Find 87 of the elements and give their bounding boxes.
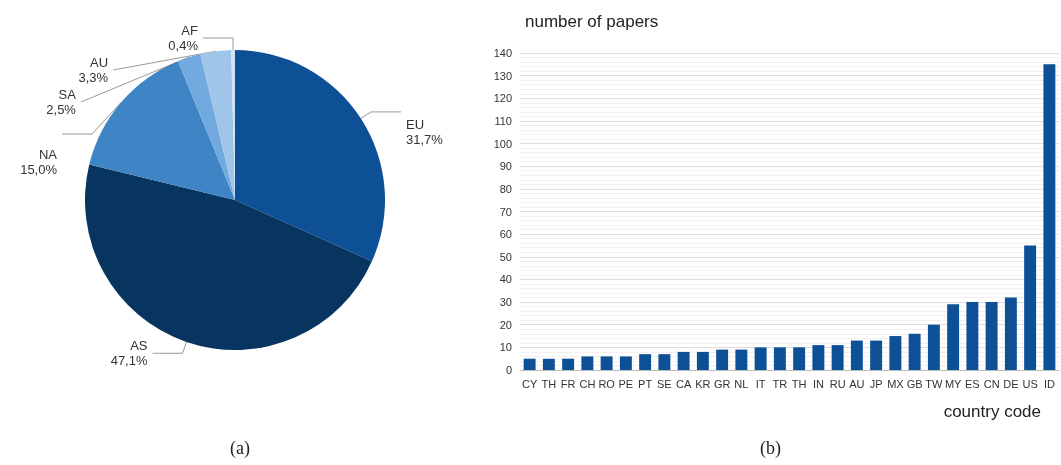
text: (a): [230, 438, 250, 459]
bar: [889, 336, 902, 370]
y-axis-title: number of papers: [525, 12, 659, 31]
bar: [619, 356, 632, 370]
x-tick-label: TW: [925, 377, 944, 390]
bar: [581, 356, 594, 370]
x-tick-label: FR: [560, 377, 576, 390]
slice-label: EU: [405, 117, 425, 133]
data-label: 31,7%: [405, 132, 444, 148]
bar: [870, 340, 883, 370]
x-tick-label: GB: [906, 377, 923, 390]
bar: [850, 340, 863, 370]
data-label: 15,0%: [20, 162, 58, 178]
y-tick-label: 10: [499, 341, 512, 354]
bar: [773, 347, 786, 370]
x-tick-label: MY: [944, 377, 963, 390]
x-tick-label: JP: [869, 377, 883, 390]
y-tick-label: 130: [493, 69, 512, 82]
x-tick-label: KR: [695, 377, 711, 390]
x-tick-label: CH: [579, 377, 596, 390]
x-tick-label: TH: [541, 377, 557, 390]
x-tick-label: DE: [1003, 377, 1019, 390]
y-tick-label: 40: [499, 273, 512, 286]
text: (b): [760, 438, 782, 459]
bar: [696, 351, 709, 370]
x-tick-label: CN: [983, 377, 1000, 390]
bar: [600, 356, 613, 370]
x-tick-label: CY: [521, 377, 538, 390]
y-tick-label: 60: [499, 228, 512, 241]
slice-label: AF: [181, 23, 199, 39]
data-label: 2,5%: [46, 102, 77, 118]
y-tick-label: 110: [494, 114, 512, 127]
bar: [1004, 297, 1017, 370]
data-label: 3,3%: [78, 70, 109, 86]
x-tick-label: RU: [829, 377, 846, 390]
x-tick-label: RO: [598, 377, 616, 390]
x-tick-label: IN: [812, 377, 824, 390]
y-tick-label: 20: [499, 318, 512, 331]
slice-label: AS: [130, 338, 148, 354]
y-tick-label: 120: [493, 92, 512, 105]
data-label: 47,1%: [110, 353, 148, 369]
bar: [716, 349, 729, 370]
x-tick-label: PE: [618, 377, 634, 390]
y-tick-label: 100: [493, 137, 512, 150]
slice-label: NA: [38, 147, 58, 163]
y-tick-label: 80: [499, 182, 512, 195]
slice-label: SA: [58, 87, 77, 103]
slice-label: AU: [90, 55, 109, 71]
data-label: 0,4%: [168, 38, 199, 54]
bar: [562, 358, 575, 370]
x-tick-label: US: [1022, 377, 1038, 390]
bar: [966, 302, 979, 370]
bar: [927, 324, 940, 370]
y-tick-label: 50: [499, 250, 512, 263]
bar: [735, 349, 748, 370]
x-tick-label: ID: [1043, 377, 1055, 390]
x-tick-label: PT: [638, 377, 653, 390]
bar: [831, 345, 844, 370]
bar: [947, 304, 960, 370]
x-tick-label: IT: [755, 377, 766, 390]
x-tick-label: ES: [965, 377, 980, 390]
bar: [1024, 245, 1037, 370]
y-tick-label: 140: [493, 47, 512, 59]
y-tick-label: 70: [499, 205, 512, 218]
x-axis-title: country code: [943, 402, 1042, 421]
bar: [639, 354, 652, 370]
bar: [754, 347, 767, 370]
x-tick-label: GR: [713, 377, 731, 390]
bar: [523, 358, 536, 370]
y-tick-label: 0: [505, 364, 512, 376]
y-tick-label: 90: [499, 160, 512, 173]
x-tick-label: NL: [734, 377, 749, 390]
x-tick-label: TH: [791, 377, 807, 390]
bar: [985, 302, 998, 370]
bar: [908, 333, 921, 370]
x-tick-label: AU: [849, 377, 865, 390]
bar: [793, 347, 806, 370]
x-tick-label: SE: [657, 377, 672, 390]
x-tick-label: MX: [887, 377, 905, 390]
bar: [677, 351, 690, 370]
bar: [1043, 64, 1056, 370]
x-tick-label: TR: [772, 377, 788, 390]
bar: [542, 358, 555, 370]
x-tick-label: CA: [675, 377, 692, 390]
bar: [658, 354, 671, 370]
y-tick-label: 30: [499, 296, 512, 309]
bar: [812, 345, 825, 370]
